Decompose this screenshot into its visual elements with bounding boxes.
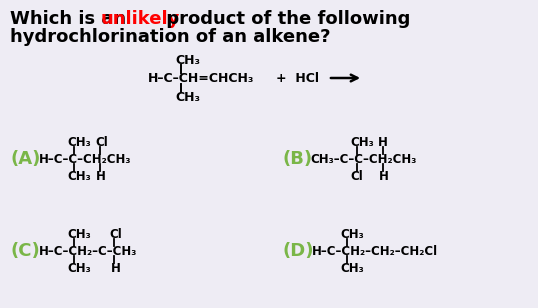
Text: CH₃: CH₃ — [340, 228, 364, 241]
Text: CH₃: CH₃ — [340, 262, 364, 275]
Text: Which is an: Which is an — [10, 10, 132, 28]
Text: Cl: Cl — [95, 136, 108, 149]
Text: (C): (C) — [10, 242, 40, 260]
Text: H–C–C–CH₂CH₃: H–C–C–CH₂CH₃ — [39, 153, 131, 166]
Text: CH₃: CH₃ — [67, 262, 91, 275]
Text: (B): (B) — [283, 150, 313, 168]
Text: CH₃: CH₃ — [175, 54, 200, 67]
Text: CH₃: CH₃ — [350, 136, 374, 149]
Text: (A): (A) — [10, 150, 40, 168]
Text: H: H — [111, 262, 121, 275]
Text: hydrochlorination of an alkene?: hydrochlorination of an alkene? — [10, 28, 330, 46]
Text: H–C–CH₂–CH₂–CH₂Cl: H–C–CH₂–CH₂–CH₂Cl — [312, 245, 438, 258]
Text: H–C–CH=CHCH₃: H–C–CH=CHCH₃ — [148, 72, 254, 85]
Text: Cl: Cl — [350, 170, 363, 183]
Text: CH₃: CH₃ — [67, 228, 91, 241]
Text: H: H — [379, 170, 389, 183]
Text: unlikely: unlikely — [101, 10, 180, 28]
Text: H: H — [96, 170, 106, 183]
Text: CH₃: CH₃ — [175, 91, 200, 104]
Text: (D): (D) — [283, 242, 315, 260]
Text: Cl: Cl — [109, 228, 122, 241]
Text: +  HCl: + HCl — [276, 72, 319, 85]
Text: CH₃: CH₃ — [67, 170, 91, 183]
Text: H–C–CH₂–C–CH₃: H–C–CH₂–C–CH₃ — [39, 245, 137, 258]
Text: H: H — [378, 136, 388, 149]
Text: CH₃: CH₃ — [67, 136, 91, 149]
Text: CH₃–C–C–CH₂CH₃: CH₃–C–C–CH₂CH₃ — [310, 153, 416, 166]
Text: product of the following: product of the following — [160, 10, 410, 28]
